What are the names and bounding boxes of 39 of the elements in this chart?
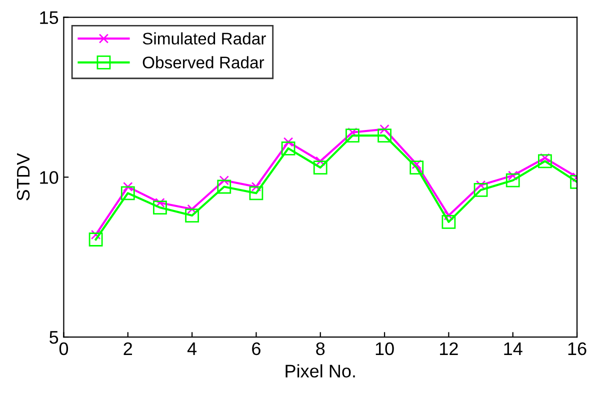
point [217,180,232,194]
point [444,210,454,220]
x-tick-label: 10 [376,342,394,356]
point [185,208,199,222]
point [442,214,456,229]
x-tick-label: 4 [187,342,197,355]
x-tick-label: 16 [568,342,586,356]
point [346,128,360,143]
point [283,137,294,147]
x-tick-label: 0 [59,342,68,356]
point [88,232,103,246]
y-axis-title: STDV [16,153,30,200]
y-tick-label: 5 [50,331,58,344]
legend-label: Observed Radar [142,56,264,68]
point [153,200,167,214]
x-tick-label: 12 [440,342,458,355]
point [123,182,133,192]
x-tick-label: 2 [124,342,132,355]
legend-label: Simulated Radar [142,32,266,45]
x-axis-title: Pixel No. [286,364,355,378]
x-tick-label: 6 [252,342,260,356]
point [219,175,229,186]
point [410,160,424,175]
point [378,128,392,143]
y-tick-label: 10 [40,171,58,184]
x-tick-label: 8 [316,342,325,356]
point [538,154,552,168]
point [187,204,197,214]
point [251,182,262,192]
point [249,186,264,200]
point [316,156,326,166]
y-tick-label: 15 [40,11,58,24]
point [474,183,488,197]
point [281,141,296,156]
point [313,160,328,175]
point [120,186,135,200]
point [380,124,390,134]
x-tick-label: 14 [504,342,522,355]
point [506,173,520,188]
